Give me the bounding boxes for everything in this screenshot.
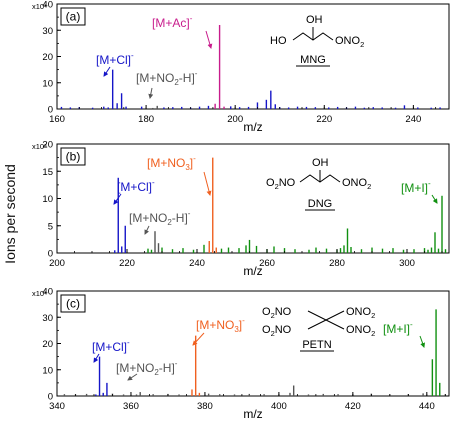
x-tick-label: 200 — [227, 114, 243, 125]
panel-label: (b) — [60, 147, 86, 166]
y-tick-label: 40 — [42, 287, 53, 298]
annotation-label: [M+Cl]- — [96, 51, 134, 67]
y-multiplier: x10³ — [32, 2, 47, 11]
annotation-label: [M+Ac]- — [152, 14, 193, 30]
peak-annotation: [M+Cl]- — [96, 51, 134, 77]
y-multiplier: x10³ — [32, 289, 47, 298]
peak-annotation: [M+I]- — [383, 320, 425, 348]
annotation-label: [M+Cl]- — [117, 178, 155, 194]
annotation-arrow — [205, 30, 213, 49]
peak-annotation: [M+NO2-H]- — [116, 359, 178, 381]
structure-petn: O2NO O2NO ONO2 ONO2 PETN — [262, 306, 375, 352]
peak-annotation: [M+Cl]- — [92, 338, 130, 363]
annotation-arrow — [148, 87, 154, 99]
x-tick-label: 440 — [419, 401, 435, 412]
svg-text:O2NO: O2NO — [266, 177, 296, 191]
x-tick-label: 240 — [189, 258, 205, 269]
x-tick-label: 180 — [138, 114, 154, 125]
panel-label: (a) — [60, 7, 86, 26]
y-tick-label: 30 — [42, 313, 53, 324]
svg-text:O2NO: O2NO — [262, 306, 292, 320]
x-axis-label: m/z — [243, 407, 262, 421]
x-tick-label: 260 — [259, 258, 275, 269]
x-tick-label: 360 — [123, 401, 139, 412]
peak-annotation: [M+NO3]- — [147, 154, 212, 196]
structure-mng: OH HO ONO2 MNG — [270, 14, 364, 67]
annotation-arrow — [203, 171, 212, 196]
svg-text:ONO2: ONO2 — [346, 324, 375, 338]
y-tick-label: 10 — [42, 194, 53, 205]
svg-text:(b): (b) — [66, 150, 81, 164]
y-tick-label: 10 — [42, 365, 53, 376]
y-tick-label: 0 — [48, 249, 53, 260]
annotation-arrow — [103, 66, 111, 77]
x-tick-label: 240 — [405, 114, 421, 125]
peak-annotation: [M+Cl]- — [113, 178, 155, 205]
x-tick-label: 280 — [329, 258, 345, 269]
x-tick-label: 380 — [197, 401, 213, 412]
annotation-label: [M+I]- — [401, 179, 431, 195]
y-axis-label: Ions per second — [2, 164, 18, 264]
y-tick-label: 0 — [48, 105, 53, 116]
svg-text:(a): (a) — [66, 10, 81, 24]
x-tick-label: 400 — [271, 401, 287, 412]
y-tick-label: 20 — [42, 52, 53, 63]
svg-text:ONO2: ONO2 — [335, 35, 364, 49]
svg-text:OH: OH — [306, 14, 323, 26]
annotation-arrow — [431, 194, 438, 204]
x-tick-label: 220 — [316, 114, 332, 125]
peak-annotation: [M+I]- — [401, 179, 438, 204]
peak-annotation: [M+NO3]- — [192, 316, 245, 346]
y-tick-label: 30 — [42, 26, 53, 37]
y-tick-label: 20 — [42, 339, 53, 350]
annotation-label: [M+I]- — [383, 320, 413, 336]
svg-text:HO: HO — [270, 35, 287, 47]
annotation-arrow — [113, 193, 122, 205]
annotation-label: [M+Cl]- — [92, 338, 130, 354]
annotation-arrow — [127, 373, 138, 381]
svg-text:(c): (c) — [66, 297, 80, 311]
annotation-arrow — [192, 332, 205, 346]
svg-text:ONO2: ONO2 — [342, 177, 371, 191]
y-tick-label: 5 — [48, 221, 53, 232]
x-tick-label: 200 — [49, 258, 65, 269]
x-tick-label: 420 — [345, 401, 361, 412]
annotation-label: [M+NO2-H]- — [116, 359, 178, 377]
x-axis-label: m/z — [243, 264, 262, 278]
peak-annotation: [M+NO2-H]- — [136, 69, 198, 99]
compound-name: MNG — [300, 54, 326, 66]
x-axis-label: m/z — [243, 120, 262, 134]
svg-text:OH: OH — [312, 157, 329, 169]
structure-dng: OH O2NO ONO2 DNG — [266, 157, 371, 211]
y-multiplier: x10³ — [32, 142, 47, 151]
compound-name: DNG — [308, 198, 332, 210]
panel-label: (c) — [60, 294, 86, 313]
y-tick-label: 0 — [48, 392, 53, 403]
annotation-label: [M+NO3]- — [147, 154, 196, 172]
svg-text:O2NO: O2NO — [262, 324, 292, 338]
compound-name: PETN — [302, 339, 331, 351]
svg-text:ONO2: ONO2 — [346, 306, 375, 320]
y-tick-label: 40 — [42, 0, 53, 11]
x-tick-label: 160 — [49, 114, 65, 125]
annotation-arrow — [93, 353, 100, 363]
annotation-arrow — [419, 335, 425, 348]
annotation-arrow — [144, 225, 150, 235]
y-tick-label: 15 — [42, 167, 53, 178]
annotation-label: [M+NO2-H]- — [129, 209, 191, 227]
y-tick-label: 10 — [42, 78, 53, 89]
x-tick-label: 220 — [119, 258, 135, 269]
annotation-label: [M+NO3]- — [196, 316, 245, 334]
x-tick-label: 340 — [49, 401, 65, 412]
x-tick-label: 300 — [399, 258, 415, 269]
y-tick-label: 20 — [42, 140, 53, 151]
peak-annotation: [M+Ac]- — [152, 14, 213, 49]
annotation-label: [M+NO2-H]- — [136, 69, 198, 87]
plot-frame — [56, 143, 450, 254]
peak-annotation: [M+NO2-H]- — [129, 209, 191, 235]
